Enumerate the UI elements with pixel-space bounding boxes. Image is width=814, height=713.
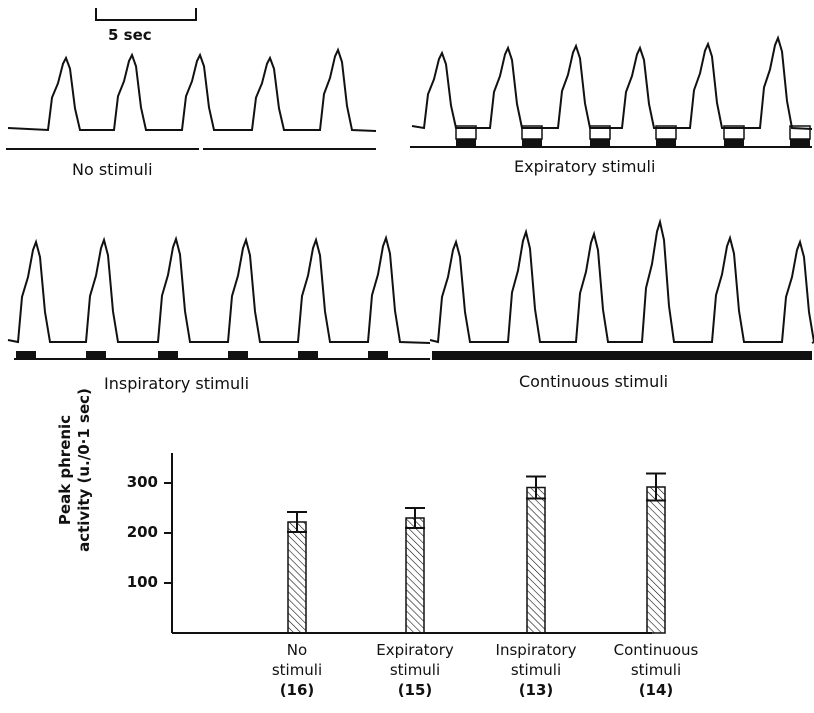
x-category-label: Expiratory stimuli (15) (350, 640, 480, 700)
expiratory-stimulus-block (590, 139, 610, 147)
x-category-line2: stimuli (271, 661, 323, 679)
inspiratory-stimulus-block (298, 351, 318, 359)
inspiratory-stimulus-block (228, 351, 248, 359)
y-tick-label: 200 (126, 523, 158, 541)
x-category-n: (15) (397, 681, 433, 699)
x-category-line1: Expiratory (376, 641, 454, 659)
expiratory-stimulus-block (522, 139, 542, 147)
inspiratory-stimulus-block (368, 351, 388, 359)
expiratory-stimulus-block (456, 139, 476, 147)
x-category-n: (14) (638, 681, 674, 699)
x-category-line1: Continuous (613, 641, 699, 659)
expiratory-stimulus-box (521, 125, 543, 140)
x-category-label: Continuous stimuli (14) (591, 640, 721, 700)
expiratory-stimulus-block (656, 139, 676, 147)
bar (405, 517, 425, 634)
expiratory-stimulus-box (723, 125, 745, 140)
trace-expiratory (411, 35, 813, 130)
label-no-stimuli: No stimuli (72, 160, 153, 179)
inspiratory-stimulus-block (86, 351, 106, 359)
bar (287, 521, 307, 634)
x-category-line2: stimuli (630, 661, 682, 679)
y-tick-label: 300 (126, 473, 158, 491)
expiratory-stimulus-box (789, 125, 811, 140)
inspiratory-stimulus-block (16, 351, 36, 359)
bar (646, 486, 666, 634)
trace-no-stimuli (7, 47, 377, 132)
bar (526, 486, 546, 634)
expiratory-stimulus-box (589, 125, 611, 140)
x-category-line2: stimuli (389, 661, 441, 679)
x-category-n: (13) (518, 681, 554, 699)
x-category-line2: stimuli (510, 661, 562, 679)
expiratory-stimulus-block (724, 139, 744, 147)
x-category-line1: Inspiratory (495, 641, 577, 659)
x-category-label: Inspiratory stimuli (13) (471, 640, 601, 700)
label-expiratory-stimuli: Expiratory stimuli (514, 157, 656, 176)
label-continuous-stimuli: Continuous stimuli (519, 372, 669, 391)
y-tick-label: 100 (126, 573, 158, 591)
y-axis-label-line1: Peak phrenic (56, 414, 74, 526)
expiratory-stimulus-block (790, 139, 810, 147)
trace-continuous (429, 218, 814, 344)
x-category-n: (16) (279, 681, 315, 699)
scale-bar-label: 5 sec (108, 26, 152, 44)
x-category-line1: No (286, 641, 308, 659)
inspiratory-stimulus-block (158, 351, 178, 359)
x-category-label: No stimuli (16) (232, 640, 362, 700)
scale-bar (95, 8, 197, 21)
continuous-stimulus-bar (432, 351, 812, 360)
y-axis-label-line2: activity (u./0·1 sec) (75, 388, 93, 552)
y-axis-label: Peak phrenic activity (u./0·1 sec) (56, 380, 94, 560)
expiratory-stimulus-box (655, 125, 677, 140)
phrenic-traces (6, 8, 814, 360)
trace-inspiratory (7, 234, 431, 344)
label-inspiratory-stimuli: Inspiratory stimuli (104, 374, 250, 393)
expiratory-stimulus-box (455, 125, 477, 140)
